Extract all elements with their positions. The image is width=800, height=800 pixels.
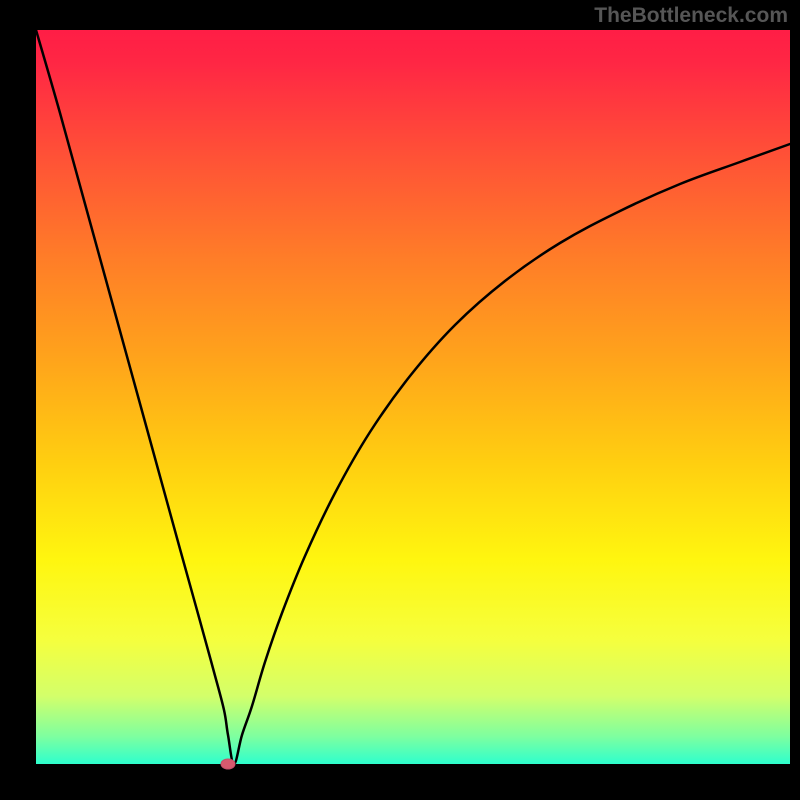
chart-container: TheBottleneck.com [0,0,800,800]
plot-background [0,0,800,800]
border-right [790,0,800,800]
border-bottom [0,764,800,800]
minimum-marker [221,759,235,769]
bottleneck-chart [0,0,800,800]
border-left [0,0,36,800]
border-top [0,0,800,30]
